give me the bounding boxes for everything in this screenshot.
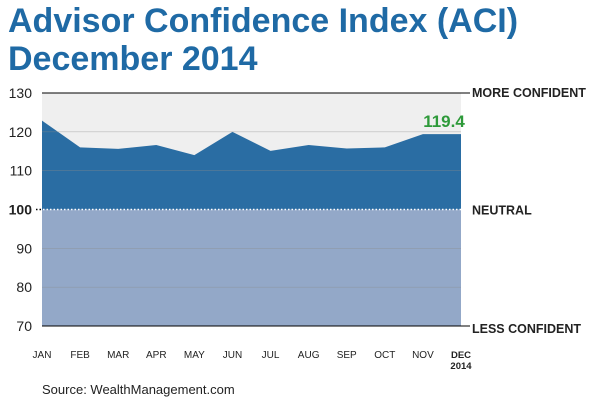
y-tick-label: 70 — [16, 318, 32, 334]
below-neutral-area — [42, 209, 461, 326]
chart-title-line1: Advisor Confidence Index (ACI) — [8, 2, 519, 40]
source-note: Source: WealthManagement.com — [42, 382, 235, 397]
x-tick-label: OCT — [374, 350, 395, 361]
y-tick-label: 130 — [9, 85, 33, 101]
x-tick-label: NOV — [412, 350, 434, 361]
x-tick-label: MAR — [107, 350, 129, 361]
x-tick-label: JAN — [33, 350, 52, 361]
label-less-confident: LESS CONFIDENT — [472, 322, 581, 336]
x-tick-label: JUN — [223, 350, 242, 361]
label-neutral: NEUTRAL — [472, 204, 532, 218]
x-tick-label: AUG — [298, 350, 320, 361]
latest-value-label: 119.4 — [423, 112, 465, 131]
chart-title: Advisor Confidence Index (ACI) December … — [8, 2, 588, 78]
x-tick-label: APR — [146, 350, 167, 361]
y-tick-label: 100 — [9, 202, 33, 218]
aci-series-area — [42, 120, 461, 210]
label-more-confident: MORE CONFIDENT — [472, 86, 586, 100]
x-tick-label: FEB — [70, 350, 90, 361]
x-tick-label: JUL — [262, 350, 280, 361]
x-tick-sublabel: 2014 — [450, 361, 472, 372]
chart-title-line2: December 2014 — [8, 40, 258, 78]
x-tick-label: SEP — [337, 350, 357, 361]
y-tick-label: 110 — [10, 163, 33, 179]
y-tick-label: 120 — [9, 124, 33, 140]
y-tick-label: 90 — [16, 240, 32, 256]
y-tick-label: 80 — [16, 279, 32, 295]
x-tick-label: DEC — [451, 350, 471, 361]
x-tick-label: MAY — [184, 350, 205, 361]
